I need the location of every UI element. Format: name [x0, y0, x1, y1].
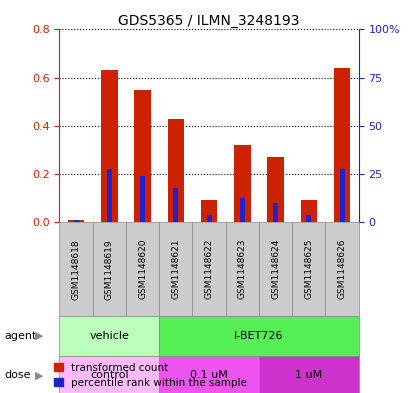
Text: control: control [90, 370, 128, 380]
Text: I-BET726: I-BET726 [234, 331, 283, 341]
Bar [134, 90, 151, 222]
Text: agent: agent [4, 331, 36, 341]
Text: ▶: ▶ [35, 331, 43, 341]
Text: GSM1148621: GSM1148621 [171, 239, 180, 299]
Bar [107, 169, 112, 222]
Text: GSM1148624: GSM1148624 [270, 239, 279, 299]
Bar [67, 220, 84, 222]
Bar [306, 215, 310, 222]
Bar [206, 215, 211, 222]
Bar [167, 119, 184, 222]
Title: GDS5365 / ILMN_3248193: GDS5365 / ILMN_3248193 [118, 15, 299, 28]
Bar [239, 198, 244, 222]
Bar [300, 200, 317, 222]
Bar [267, 157, 283, 222]
Bar [333, 68, 350, 222]
Text: 0.1 uM: 0.1 uM [190, 370, 227, 380]
Text: GSM1148625: GSM1148625 [303, 239, 312, 299]
Text: GSM1148619: GSM1148619 [105, 239, 114, 299]
Bar [200, 200, 217, 222]
Text: GSM1148620: GSM1148620 [138, 239, 147, 299]
Text: GSM1148618: GSM1148618 [72, 239, 81, 299]
Bar [101, 70, 117, 222]
Text: GSM1148622: GSM1148622 [204, 239, 213, 299]
Legend: transformed count, percentile rank within the sample: transformed count, percentile rank withi… [54, 363, 246, 388]
Bar [73, 220, 79, 222]
Text: GSM1148623: GSM1148623 [237, 239, 246, 299]
Text: ▶: ▶ [35, 370, 43, 380]
Bar [234, 145, 250, 222]
Text: GSM1148626: GSM1148626 [337, 239, 346, 299]
Text: dose: dose [4, 370, 31, 380]
Bar [140, 176, 145, 222]
Text: vehicle: vehicle [89, 331, 129, 341]
Bar [272, 203, 277, 222]
Text: 1 uM: 1 uM [294, 370, 322, 380]
Bar [339, 169, 344, 222]
Bar [173, 188, 178, 222]
